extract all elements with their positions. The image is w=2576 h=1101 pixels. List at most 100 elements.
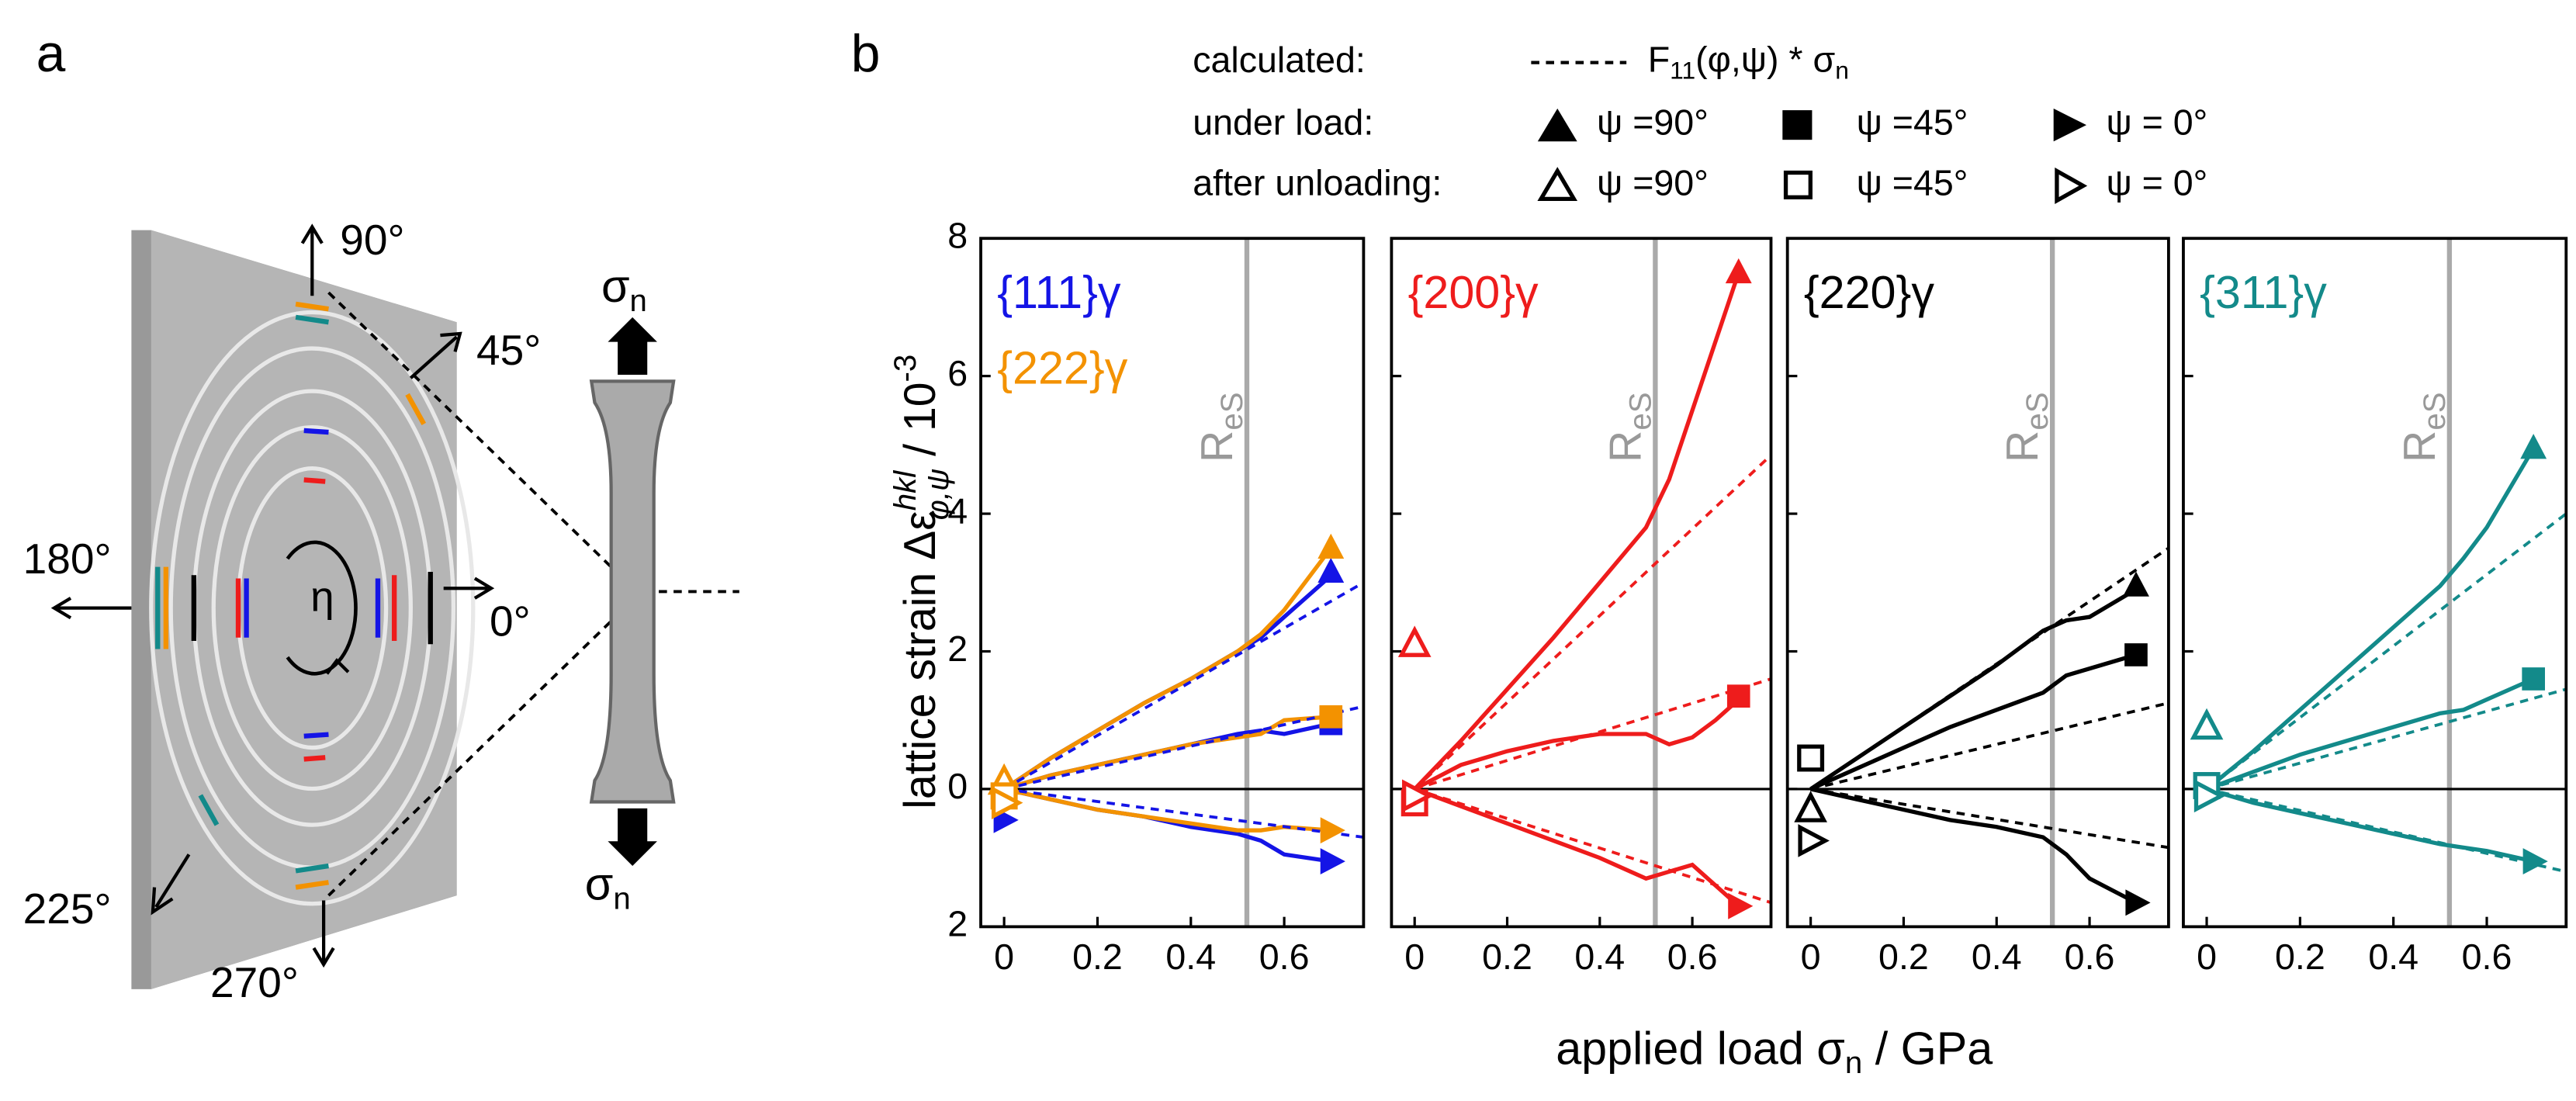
legend-marker (1537, 167, 1578, 202)
y-axis-label: lattice strain Δεhklφ,ψ / 10-3 (887, 355, 954, 809)
measured-line (1810, 787, 2138, 905)
yield-label-main: R (1998, 431, 2048, 462)
y-tick-label: 2 (947, 628, 968, 669)
x-tick-label: 0.6 (1259, 937, 1310, 977)
yield-label-main: R (2395, 431, 2445, 462)
yield-label-sub: eS (1622, 392, 1657, 430)
measured-line (1003, 715, 1331, 791)
angle-label: 270° (210, 958, 299, 1006)
legend-marker (1783, 170, 1813, 199)
calculated-line (1809, 546, 2169, 791)
legend-label: ψ = 0° (2106, 102, 2207, 142)
y-tick-label: 6 (947, 353, 968, 393)
marker (2124, 643, 2148, 666)
calculated-line (1414, 788, 1772, 905)
plate (151, 230, 457, 989)
calculated-line (1413, 454, 1772, 791)
marker (1397, 625, 1432, 657)
marker (2522, 667, 2546, 691)
legend-label: calculated: (1193, 40, 1366, 80)
x-tick-label: 0 (1801, 937, 1821, 977)
x-tick-label: 0.4 (1574, 937, 1625, 977)
arrows (50, 223, 495, 968)
legend-marker (2055, 167, 2088, 205)
panel-frame (1785, 237, 2170, 929)
legend-marker (1537, 108, 1577, 142)
legend-label: ψ =90° (1597, 163, 1709, 203)
calculated-line (1810, 701, 2169, 791)
peaks (155, 301, 433, 890)
measured-line (2206, 677, 2535, 791)
panel-label: {220}γ (1804, 266, 1934, 318)
legend-label: ψ =45° (1857, 102, 1968, 142)
measured-line (1413, 272, 1741, 791)
legend-label: ψ = 0° (2106, 163, 2207, 203)
marker (1402, 779, 1434, 813)
marker (1317, 557, 1345, 583)
projection-lines (327, 291, 739, 897)
yield-label: ReS (1193, 392, 1248, 462)
panel-frame (1390, 237, 1773, 929)
angle-label: 0° (490, 597, 531, 645)
detector-diagram: 90° 45° 180° 0° 225° 270° η σn σn (23, 216, 739, 1006)
measured-line (2206, 787, 2534, 864)
marker (1319, 705, 1343, 729)
load-arrow (608, 808, 657, 867)
marker (1728, 892, 1754, 919)
yield-label-main: R (1601, 431, 1651, 462)
panel-label: {200}γ (1408, 266, 1539, 318)
sigma-label: σn (601, 259, 647, 317)
marker (2123, 571, 2149, 597)
measured-line (1414, 787, 1740, 908)
specimen (589, 379, 676, 804)
legend-label: after unloading: (1193, 163, 1442, 203)
marker (2190, 708, 2224, 740)
yield-label-sub: eS (1214, 392, 1249, 430)
x-tick-label: 0.4 (1165, 937, 1216, 977)
panel-frame (979, 237, 1366, 929)
calculated-line (1003, 788, 1364, 839)
sigma-label: σn (585, 857, 631, 916)
eta-label: η (310, 573, 334, 621)
legend-marker (2053, 108, 2087, 142)
panel-label: {222}γ (997, 341, 1127, 393)
marker (1725, 258, 1752, 284)
angle-label: 225° (23, 885, 112, 933)
x-tick-label: 0.2 (1072, 937, 1123, 977)
y-tick-label: 4 (947, 490, 968, 531)
marker (2520, 434, 2547, 459)
panel-letter: b (851, 25, 881, 83)
x-tick-label: 0.4 (2368, 937, 2418, 977)
marker (1320, 817, 1345, 844)
marker (991, 786, 1023, 820)
x-tick-label: 0.2 (2275, 937, 2325, 977)
x-axis-label: applied load σn / GPa (1556, 1022, 1993, 1080)
panel-letter: a (36, 25, 66, 83)
measured-line (1809, 653, 2137, 791)
measured-line (2205, 447, 2536, 791)
measured-line (1002, 546, 1333, 791)
yield-label: ReS (2395, 392, 2451, 462)
load-arrow (608, 317, 657, 375)
marker (1797, 744, 1825, 772)
legend-label: under load: (1193, 102, 1373, 142)
yield-label: ReS (1998, 392, 2054, 462)
panel-label: {111}γ (997, 266, 1121, 318)
angle-label: 180° (23, 535, 112, 583)
x-tick-label: 0.6 (2065, 937, 2115, 977)
angle-label: 45° (476, 326, 541, 374)
x-tick-label: 0.4 (1972, 937, 2022, 977)
legend-label: ψ =45° (1857, 163, 1968, 203)
calculated-line (1003, 705, 1364, 791)
panel-frame (2182, 237, 2568, 929)
y-tick-label: 8 (947, 216, 968, 256)
legend-label: F11(φ,ψ) * σn (1648, 40, 1849, 85)
angle-label: 90° (340, 216, 404, 264)
calculated-line (1810, 788, 2169, 850)
measured-line (1809, 587, 2138, 791)
marker (1798, 824, 1830, 857)
marker (1726, 684, 1750, 708)
yield-label-sub: eS (2417, 392, 2452, 430)
panel-label: {311}γ (2200, 266, 2327, 318)
